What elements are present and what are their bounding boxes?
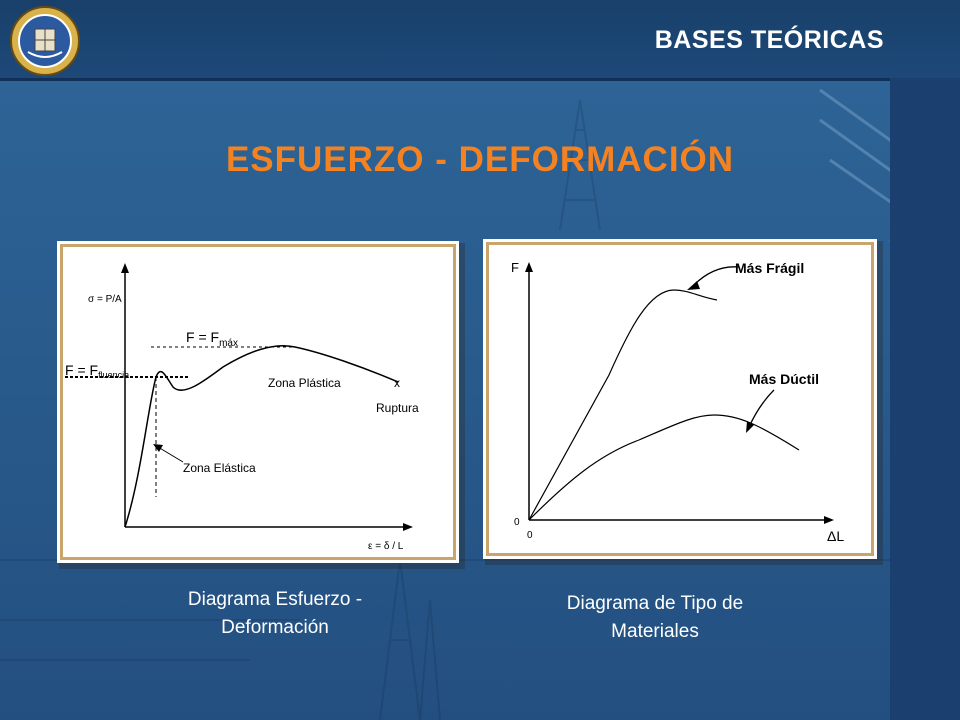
left-caption: Diagrama Esfuerzo - Deformación <box>155 586 395 642</box>
left-caption-line1: Diagrama Esfuerzo - <box>187 589 363 610</box>
fmax-label: F = Fmáx <box>186 329 238 349</box>
rupture-mark: x <box>394 376 400 390</box>
ductile-label: Más Dúctil <box>749 371 819 387</box>
x-origin-label: 0 <box>527 530 533 541</box>
left-caption-line2: Deformación <box>221 617 329 638</box>
x-axis-label: ΔL <box>827 528 844 544</box>
fragile-label: Más Frágil <box>735 260 804 276</box>
right-caption-line1: Diagrama de Tipo de <box>566 593 744 614</box>
plastic-zone-label: Zona Plástica <box>268 376 341 390</box>
y-axis-label: F <box>511 260 519 275</box>
right-caption-line2: Materiales <box>611 621 699 642</box>
rupture-label: Ruptura <box>376 401 419 415</box>
y-origin-label: 0 <box>514 517 520 528</box>
right-caption: Diagrama de Tipo de Materiales <box>530 590 780 646</box>
fragile-curve <box>528 289 718 521</box>
material-type-diagram: F ΔL 0 0 Más Frágil Más Dúctil <box>486 242 874 556</box>
y-axis-label: σ = P/A <box>88 294 122 305</box>
slide-title: ESFUERZO - DEFORMACIÓN <box>225 140 735 179</box>
fluencia-label: F = Ffluencia <box>65 362 129 380</box>
stress-strain-diagram: σ = P/A ε = δ / L F = Fmáx F = Ffluencia… <box>60 244 456 560</box>
university-seal-logo <box>10 6 80 76</box>
stress-strain-curve <box>124 345 399 528</box>
header-bar: BASES TEÓRICAS <box>0 0 960 81</box>
ductile-curve <box>528 414 800 521</box>
elastic-zone-label: Zona Elástica <box>183 461 256 475</box>
right-decorative-bar <box>890 78 960 720</box>
x-axis-label: ε = δ / L <box>368 541 404 552</box>
header-title: BASES TEÓRICAS <box>654 26 884 54</box>
